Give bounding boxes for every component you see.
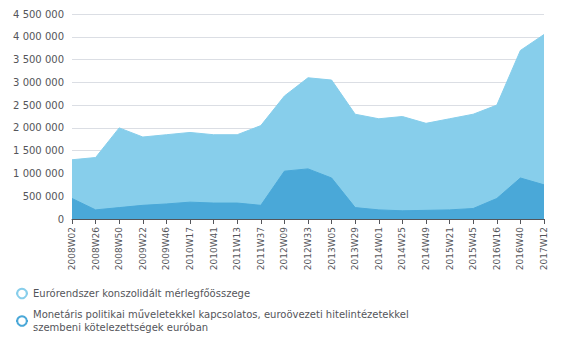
svg-text:2011W37: 2011W37 [256, 227, 266, 270]
svg-text:2012W09: 2012W09 [279, 227, 289, 271]
svg-text:Eurórendszer konszolidált mérl: Eurórendszer konszolidált mérlegfőösszeg… [33, 288, 250, 299]
svg-text:2016W40: 2016W40 [515, 227, 525, 271]
svg-text:2012W33: 2012W33 [303, 227, 313, 270]
svg-text:2 000 000: 2 000 000 [13, 122, 64, 133]
svg-text:2 500 000: 2 500 000 [13, 100, 64, 111]
svg-text:2016W16: 2016W16 [492, 227, 502, 271]
svg-text:2017W12: 2017W12 [539, 227, 549, 270]
svg-text:2014W25: 2014W25 [397, 227, 407, 270]
svg-text:2009W22: 2009W22 [138, 227, 148, 270]
svg-text:2013W29: 2013W29 [350, 227, 360, 271]
svg-text:0: 0 [58, 214, 64, 225]
svg-text:2009W46: 2009W46 [161, 227, 171, 271]
svg-text:4 000 000: 4 000 000 [13, 31, 64, 42]
svg-text:2014W49: 2014W49 [421, 227, 431, 271]
svg-text:szembeni kötelezettségek eurób: szembeni kötelezettségek euróban [33, 322, 208, 333]
svg-text:500 000: 500 000 [23, 191, 64, 202]
svg-text:2011W13: 2011W13 [232, 227, 242, 270]
svg-text:2010W17: 2010W17 [185, 227, 195, 270]
svg-text:2008W50: 2008W50 [114, 227, 124, 271]
svg-text:3 500 000: 3 500 000 [13, 54, 64, 65]
svg-text:2010W41: 2010W41 [209, 227, 219, 270]
svg-text:2008W26: 2008W26 [91, 227, 101, 271]
svg-text:2015W45: 2015W45 [468, 227, 478, 270]
svg-text:1 500 000: 1 500 000 [13, 145, 64, 156]
svg-text:2015W21: 2015W21 [445, 227, 455, 270]
svg-text:3 000 000: 3 000 000 [13, 77, 64, 88]
svg-text:4 500 000: 4 500 000 [13, 9, 64, 20]
svg-text:Monetáris politikai műveletekk: Monetáris politikai műveletekkel kapcsol… [33, 309, 409, 320]
svg-text:2008W02: 2008W02 [67, 227, 77, 270]
svg-text:2013W05: 2013W05 [327, 227, 337, 270]
svg-text:1 000 000: 1 000 000 [13, 168, 64, 179]
svg-text:2014W01: 2014W01 [374, 227, 384, 270]
